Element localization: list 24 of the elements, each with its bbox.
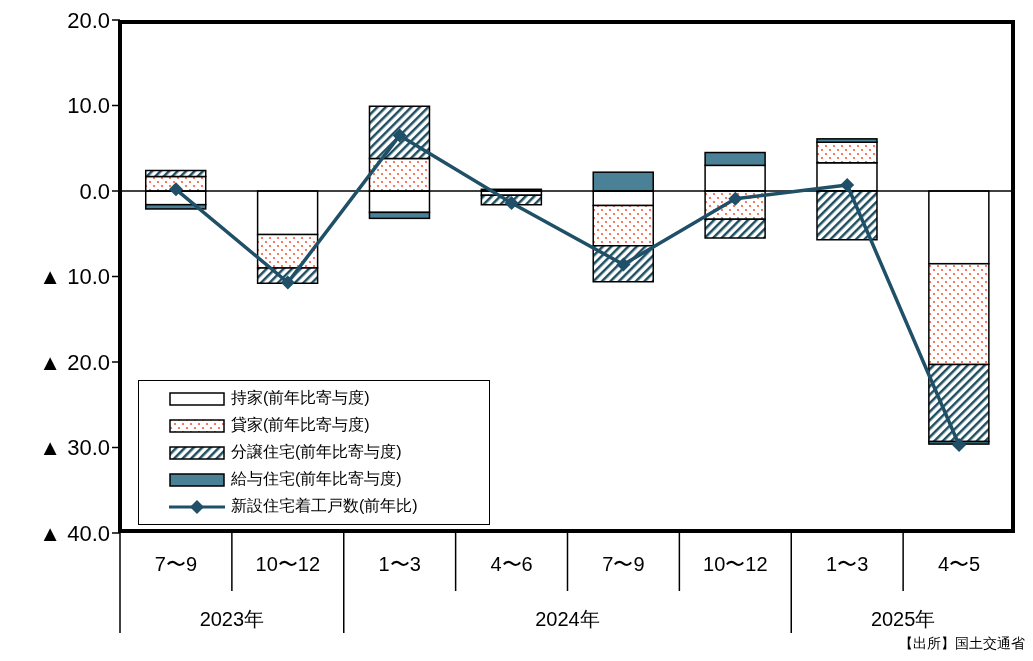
- x-tick-label: 1〜3: [378, 553, 421, 575]
- x-tick-label: 10〜12: [703, 553, 768, 575]
- y-tick-label: 10.0: [67, 93, 110, 119]
- x-tick-label: 4〜5: [937, 553, 981, 575]
- legend-label: 貸家(前年比寄与度): [231, 415, 370, 435]
- legend-label: 持家(前年比寄与度): [231, 388, 370, 408]
- y-tick-label: ▲ 20.0: [39, 349, 110, 375]
- y-tick-label: ▲ 40.0: [39, 520, 110, 546]
- legend-label: 給与住宅(前年比寄与度): [231, 469, 402, 489]
- x-tick-label: 7〜9: [154, 553, 198, 575]
- y-tick-label: ▲ 30.0: [39, 435, 110, 461]
- x-tick-label: 10〜12: [255, 553, 321, 575]
- x-tick-label: 7〜9: [602, 553, 645, 575]
- text: 【出所】国土交通省: [899, 635, 1025, 653]
- legend-label: 分譲住宅(前年比寄与度): [231, 442, 402, 462]
- text: 2023年: [199, 608, 265, 630]
- y-tick-label: 20.0: [67, 7, 110, 33]
- x-tick-label: 1〜3: [826, 553, 869, 575]
- x-tick-label: 4〜6: [490, 553, 533, 575]
- y-tick-label: ▲ 10.0: [39, 264, 110, 290]
- text: 2025年: [870, 608, 936, 630]
- y-tick-label: 0.0: [79, 178, 110, 204]
- legend-label: 新設住宅着工戸数(前年比): [231, 496, 418, 516]
- text: 2024年: [535, 608, 600, 630]
